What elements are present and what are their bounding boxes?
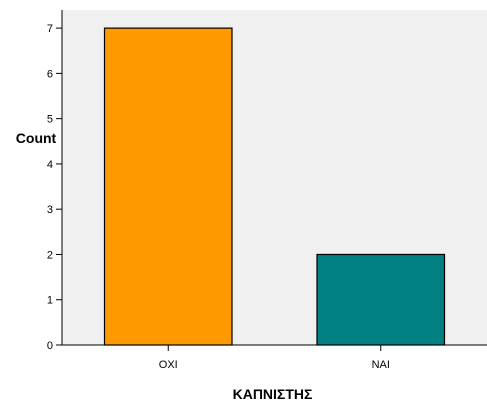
bars-group bbox=[103, 27, 446, 346]
y-tick-label: 5 bbox=[47, 114, 53, 126]
y-axis-title: Count bbox=[16, 130, 57, 146]
x-tick-label: ΝΑΙ bbox=[372, 359, 390, 371]
bar-2 bbox=[316, 253, 446, 346]
y-axis: 0 1 2 3 4 5 6 7 bbox=[47, 10, 63, 352]
bar-1 bbox=[103, 27, 233, 346]
y-tick-label: 4 bbox=[47, 159, 53, 171]
y-tick-label: 7 bbox=[47, 23, 53, 35]
x-axis: ΟΧΙ ΝΑΙ bbox=[62, 344, 487, 371]
y-tick-label: 2 bbox=[47, 249, 53, 261]
x-tick-label: ΟΧΙ bbox=[159, 359, 178, 371]
y-tick-label: 6 bbox=[47, 68, 53, 80]
y-tick-label: 3 bbox=[47, 204, 53, 216]
x-axis-title: ΚΑΠΝΙΣΤΗΣ bbox=[233, 386, 313, 402]
y-tick-label: 1 bbox=[47, 295, 53, 307]
y-tick-label: 0 bbox=[47, 340, 53, 352]
